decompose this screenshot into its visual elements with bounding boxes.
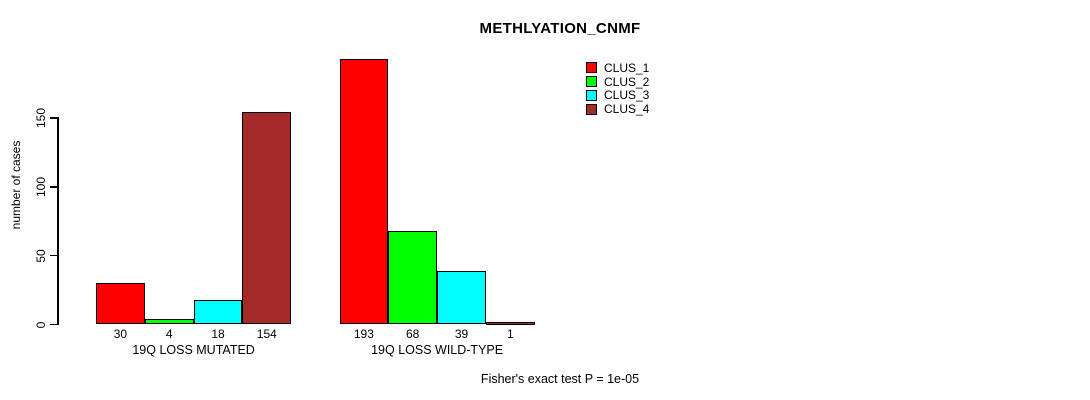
- y-axis-tick-label: 0: [34, 321, 48, 328]
- bar-value-label: 193: [353, 327, 374, 341]
- bar-value-label: 4: [165, 327, 173, 341]
- bar-clus_4: [485, 321, 535, 325]
- y-axis-line: [57, 117, 59, 325]
- bar-clus_3: [193, 299, 243, 325]
- bar-value-label: 154: [256, 327, 277, 341]
- bar-clus_1: [96, 283, 145, 325]
- bar-value-label: 18: [211, 327, 225, 341]
- bar-clus_4: [242, 112, 292, 325]
- y-axis-tick: [50, 254, 58, 257]
- legend-swatch: [586, 89, 597, 101]
- bar-clus_3: [437, 270, 486, 325]
- bar-value-label: 30: [113, 327, 128, 341]
- group-label: 19Q LOSS WILD-TYPE: [371, 343, 504, 357]
- legend-item: CLUS_3: [586, 89, 649, 103]
- legend-label: CLUS_4: [604, 102, 650, 117]
- legend-swatch: [586, 103, 597, 115]
- legend-swatch: [586, 76, 597, 88]
- bar-value-label: 39: [454, 327, 469, 341]
- y-axis-tick-label: 100: [34, 176, 48, 197]
- y-axis-tick-label: 50: [34, 248, 48, 263]
- legend-label: CLUS_3: [604, 88, 650, 103]
- chart-title: METHLYATION_CNMF: [479, 20, 641, 37]
- y-axis-tick: [50, 117, 58, 119]
- y-axis-tick: [50, 186, 58, 188]
- bar-clus_2: [144, 318, 194, 325]
- y-axis-tick-label: 150: [34, 107, 48, 129]
- group-label: 19Q LOSS MUTATED: [132, 343, 255, 357]
- legend-swatch: [586, 62, 597, 74]
- legend-label: CLUS_1: [604, 60, 650, 75]
- y-axis-label: number of cases: [9, 140, 23, 230]
- y-axis-tick: [50, 323, 58, 326]
- bar-value-label: 1: [506, 327, 514, 341]
- legend-item: CLUS_2: [586, 75, 649, 89]
- stat-test-annotation: Fisher's exact test P = 1e-05: [480, 372, 640, 386]
- legend: CLUS_1 CLUS_2 CLUS_3 CLUS_4: [586, 61, 649, 116]
- bar-clus_2: [388, 230, 438, 325]
- bar-value-label: 68: [406, 327, 420, 341]
- bar-clus_1: [339, 58, 389, 325]
- legend-item: CLUS_4: [586, 102, 649, 116]
- legend-label: CLUS_2: [604, 74, 650, 89]
- legend-item: CLUS_1: [586, 61, 649, 75]
